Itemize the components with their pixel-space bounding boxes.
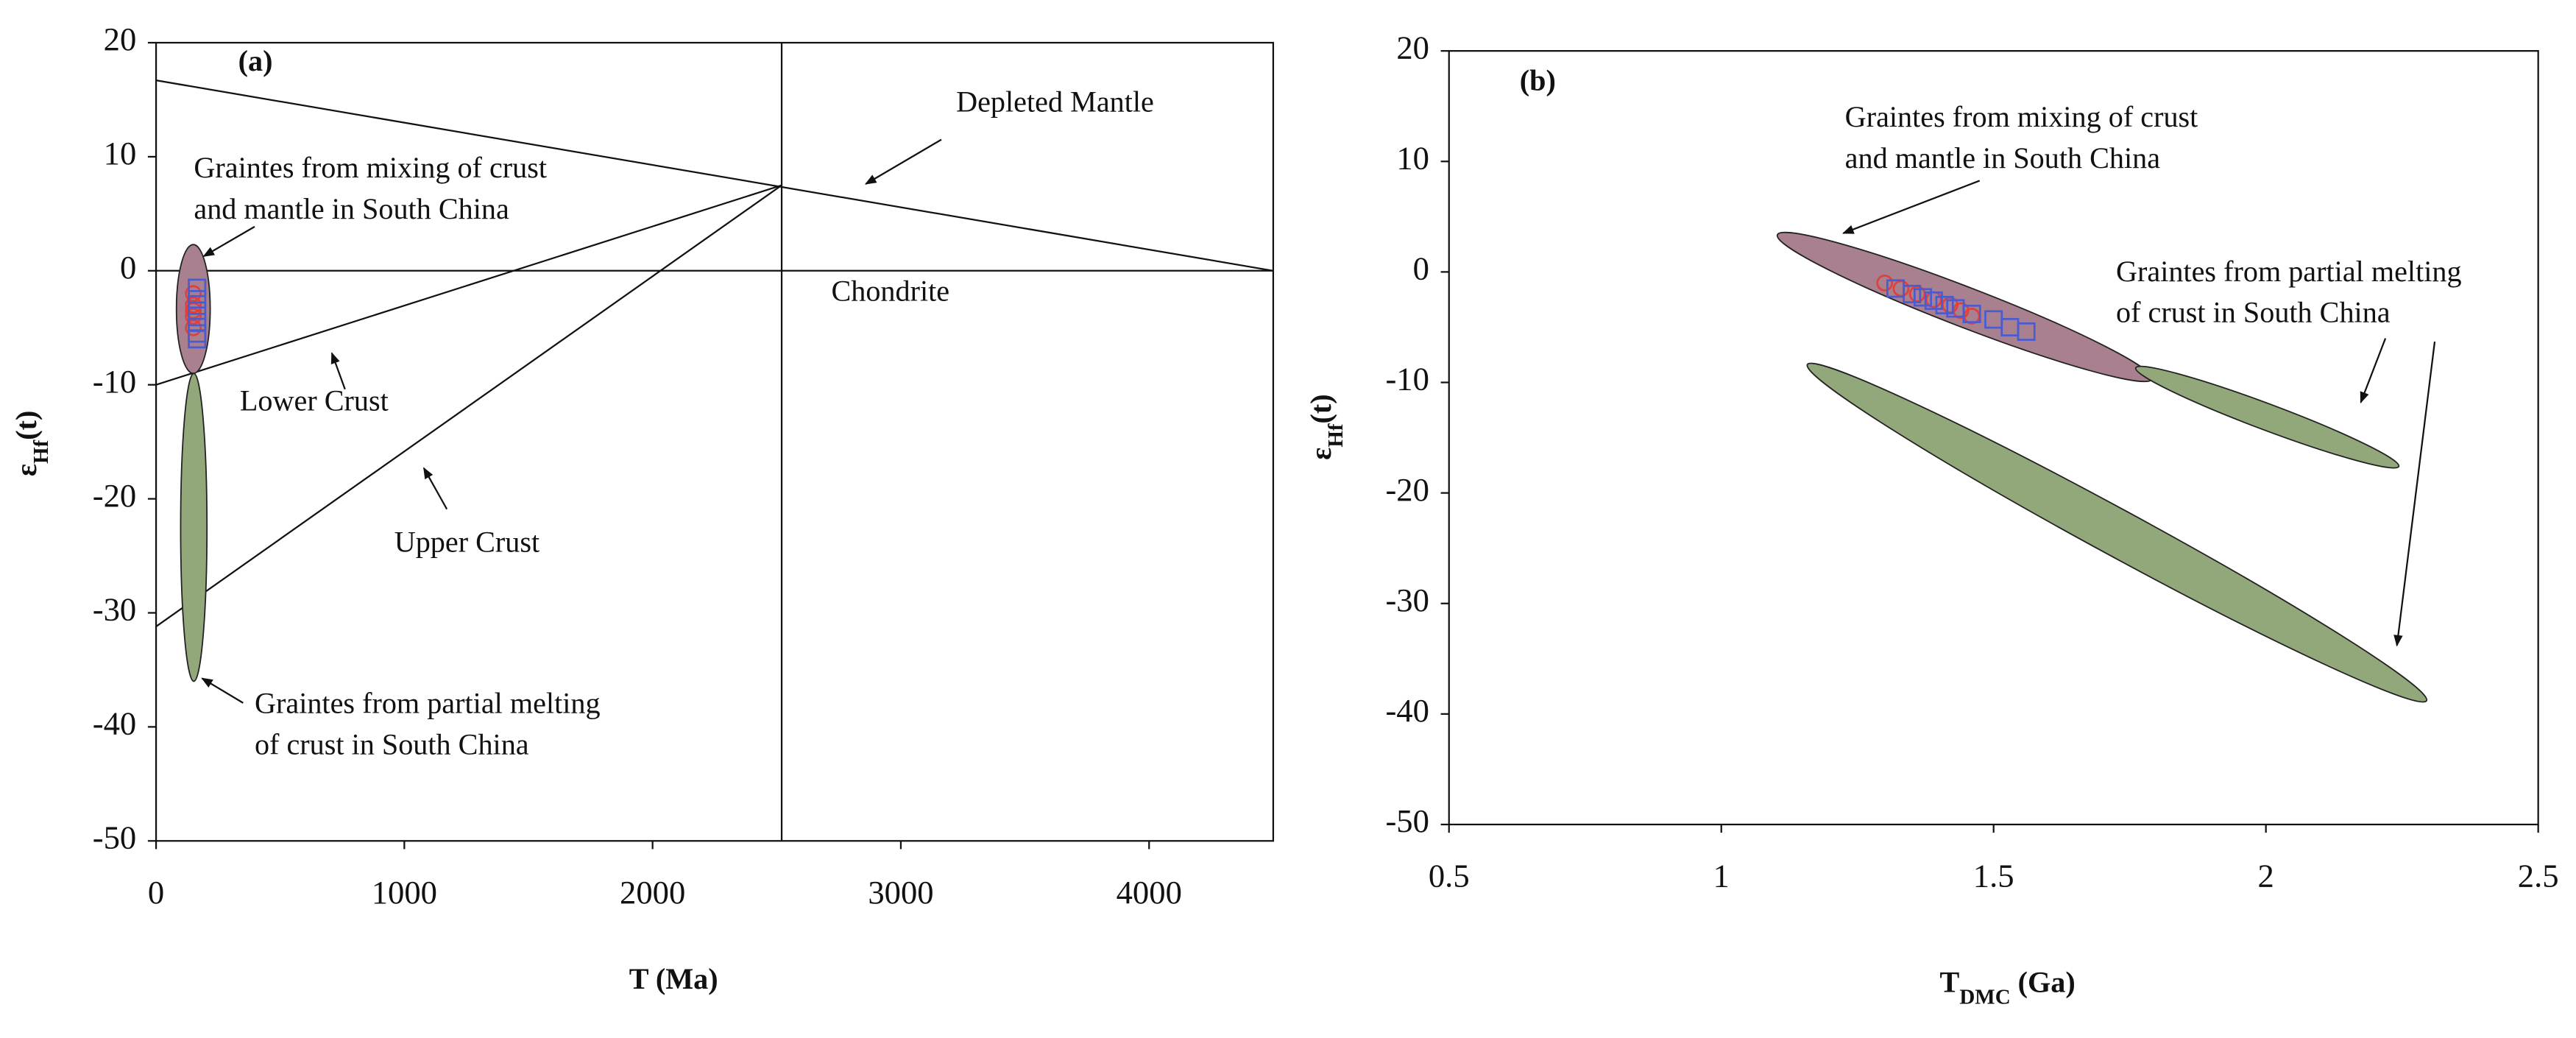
reference-line xyxy=(155,184,782,386)
point xyxy=(188,290,207,309)
x-tick-label: 3000 xyxy=(868,874,933,911)
point xyxy=(188,330,207,349)
point xyxy=(185,285,202,303)
x-tick-label: 1.5 xyxy=(1973,858,2014,894)
y-tick-label: 20 xyxy=(104,21,137,57)
annotation-arrow xyxy=(201,677,244,704)
y-tick-label: -20 xyxy=(1385,471,1429,508)
x-tick-label: 1000 xyxy=(372,874,437,911)
annotation: Graintes from partial melting xyxy=(2116,255,2462,288)
point xyxy=(2017,322,2036,341)
y-axis-title: εHf(t) xyxy=(10,411,53,476)
x-tick-label: 2 xyxy=(2258,858,2274,894)
annotation-arrow xyxy=(2360,338,2387,404)
y-axis-title: εHf(t) xyxy=(1304,394,1348,459)
x-tick-label: 0.5 xyxy=(1429,858,1470,894)
x-axis-title-part: DMC xyxy=(1959,986,2010,1009)
y-tick-label: 0 xyxy=(120,249,136,286)
x-axis-title-part: (Ga) xyxy=(2011,966,2076,999)
y-axis-title-part: ε xyxy=(10,464,43,476)
annotation-arrow xyxy=(864,138,942,185)
field-ellipse xyxy=(1806,362,2428,703)
annotation: Graintes from mixing of crust xyxy=(194,151,547,184)
point xyxy=(1962,304,1981,323)
annotation-arrow xyxy=(2393,341,2436,647)
x-tick-label: 1 xyxy=(1713,858,1730,894)
point xyxy=(188,278,207,297)
y-axis-title-part: (t) xyxy=(1304,394,1337,423)
point xyxy=(185,308,202,325)
field-ellipse xyxy=(2134,365,2400,469)
annotation-arrow xyxy=(1842,180,1981,234)
annotation: and mantle in South China xyxy=(1845,141,2161,174)
x-tick-label: 0 xyxy=(148,874,164,911)
annotation-arrow xyxy=(330,352,346,390)
y-tick-label: -50 xyxy=(1385,802,1429,839)
y-tick-label: -30 xyxy=(1385,582,1429,618)
y-tick-label: -20 xyxy=(93,477,137,514)
line-label: Chondrite xyxy=(831,274,949,307)
y-axis-title-part: Hf xyxy=(1324,423,1348,448)
point xyxy=(185,319,202,336)
y-axis-title-part: Hf xyxy=(29,439,53,464)
point xyxy=(1903,284,1922,303)
line-label: Lower Crust xyxy=(240,384,389,417)
plot-frame xyxy=(155,41,1275,842)
annotation: of crust in South China xyxy=(2116,296,2391,329)
y-axis-title-part: (t) xyxy=(10,411,43,440)
y-tick-label: -30 xyxy=(93,591,137,628)
annotation: Graintes from mixing of crust xyxy=(1845,100,2198,133)
point xyxy=(188,301,207,320)
annotation: and mantle in South China xyxy=(194,192,509,225)
y-tick-label: -40 xyxy=(1385,692,1429,729)
y-tick-label: -10 xyxy=(1385,361,1429,398)
y-tick-label: 20 xyxy=(1396,29,1429,66)
point xyxy=(185,296,202,314)
annotation-arrow xyxy=(422,467,448,510)
line-label: Upper Crust xyxy=(394,526,539,559)
y-tick-label: 0 xyxy=(1413,250,1429,287)
x-tick-label: 4000 xyxy=(1117,874,1182,911)
point xyxy=(1935,295,1954,314)
point xyxy=(1876,275,1894,292)
x-tick-label: 2.5 xyxy=(2518,858,2559,894)
y-tick-label: -10 xyxy=(93,363,137,400)
point xyxy=(1924,291,1943,310)
y-tick-label: 10 xyxy=(1396,140,1429,177)
y-tick-label: -40 xyxy=(93,705,137,742)
panel-label: (b) xyxy=(1520,64,1556,97)
y-axis-title-part: ε xyxy=(1304,448,1337,460)
reference-line xyxy=(155,80,1274,272)
point xyxy=(1914,288,1933,307)
annotation-arrow xyxy=(202,225,255,258)
x-tick-label: 2000 xyxy=(620,874,685,911)
line-label: Depleted Mantle xyxy=(956,85,1154,119)
panel-label: (a) xyxy=(238,44,273,77)
x-axis-title: T (Ma) xyxy=(629,962,718,995)
reference-line xyxy=(155,184,782,627)
annotation: of crust in South China xyxy=(255,727,529,760)
annotation: Graintes from partial melting xyxy=(255,687,601,720)
y-tick-label: 10 xyxy=(104,135,137,172)
field-ellipse xyxy=(180,373,208,682)
y-tick-label: -50 xyxy=(93,819,137,856)
x-axis-title-part: T xyxy=(1940,966,1960,999)
x-axis-title: TDMC (Ga) xyxy=(1940,966,2076,1009)
